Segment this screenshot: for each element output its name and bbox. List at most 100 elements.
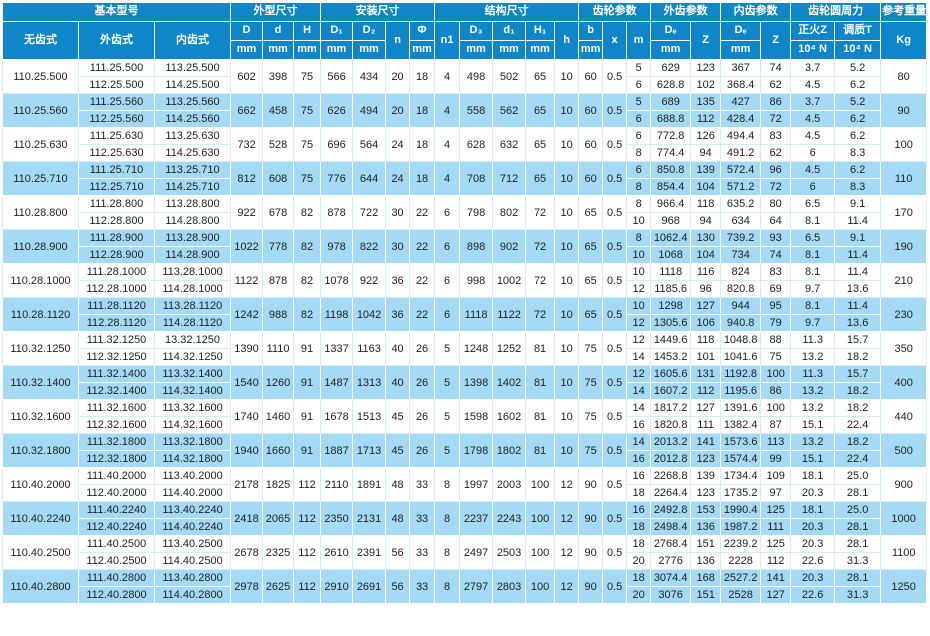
cell-model-external: 111.40.2000 [78,467,155,485]
cell-row-value: 18 [626,569,652,587]
cell-row-value: 6 [626,76,652,94]
cell-row-value: 427 [720,93,762,111]
cell-row-value: 6 [790,144,836,162]
cell-shared-value: 90 [578,467,604,502]
cell-row-value: 1987.2 [720,518,762,536]
cell-row-value: 10 [626,263,652,281]
cell-row-value: 1062.4 [650,229,692,247]
cell-model-internal: 114.25.710 [153,178,232,196]
cell-row-value: 13.2 [790,382,836,400]
cell-row-value: 111 [690,416,722,434]
cell-shared-value: 60 [578,59,604,94]
cell-row-value: 8 [626,229,652,247]
cell-model-internal: 114.40.2240 [153,518,232,536]
cell-shared-value: 0.5 [602,331,628,366]
cell-row-value: 113 [760,433,792,451]
cell-row-value: 20.3 [790,535,836,553]
table-header: 基本型号 外型尺寸 安装尺寸 结构尺寸 齿轮参数 外齿参数 内齿参数 齿轮圆周力 参考重量 无齿式… [1,2,928,60]
cell-row-value: 572.4 [720,161,762,179]
cell-row-value: 494.4 [720,127,762,145]
cell-row-value: 72 [760,110,792,128]
column-group-header: 齿轮参数 [578,2,652,22]
cell-shared-value: 562 [492,93,527,128]
cell-shared-value: 20 [385,93,411,128]
cell-shared-value: 1891 [352,467,387,502]
cell-model-internal: 113.25.710 [153,161,232,179]
cell-shared-value: 2003 [492,467,527,502]
cell-row-value: 3076 [650,586,692,604]
cell-row-value: 16 [626,501,652,519]
cell-shared-value: 75 [293,127,322,162]
cell-row-value: 12 [626,365,652,383]
cell-weight: 210 [880,263,928,298]
cell-model-internal: 114.32.1250 [153,348,232,366]
cell-shared-value: 10 [554,229,580,264]
cell-row-value: 139 [690,161,722,179]
cell-row-value: 18 [626,535,652,553]
cell-model-external: 112.25.560 [78,110,155,128]
cell-model-external: 111.40.2500 [78,535,155,553]
cell-shared-value: 798 [459,195,494,230]
cell-model-external: 112.28.1120 [78,314,155,332]
cell-shared-value: 12 [554,467,580,502]
cell-row-value: 18.2 [834,433,882,451]
column-group-header: 安装尺寸 [320,2,436,22]
column-group-header: 外齿参数 [650,2,722,22]
cell-shared-value: 2065 [262,501,295,536]
cell-row-value: 15.7 [834,331,882,349]
column-unit: mm [352,40,387,60]
cell-shared-value: 82 [293,195,322,230]
column-header: D₃ [459,21,494,41]
cell-shared-value: 822 [352,229,387,264]
cell-row-value: 79 [760,314,792,332]
cell-shared-value: 24 [385,127,411,162]
cell-model-internal: 114.32.1400 [153,382,232,400]
cell-shared-value: 82 [293,229,322,264]
column-header: d₁ [492,21,527,41]
column-unit: mm [492,40,527,60]
cell-row-value: 428.4 [720,110,762,128]
cell-shared-value: 2243 [492,501,527,536]
cell-model-internal: 113.28.900 [153,229,232,247]
cell-row-value: 72 [760,178,792,196]
cell-shared-value: 608 [262,161,295,196]
cell-shared-value: 33 [409,569,436,604]
cell-shared-value: 398 [262,59,295,94]
cell-row-value: 13.2 [790,399,836,417]
cell-model-external: 112.25.500 [78,76,155,94]
cell-row-value: 101 [690,348,722,366]
cell-shared-value: 10 [554,93,580,128]
column-header: x [602,21,628,60]
cell-shared-value: 776 [320,161,354,196]
cell-shared-value: 8 [434,535,461,570]
cell-row-value: 944 [720,297,762,315]
column-unit: mm [720,40,762,60]
cell-model-toothless: 110.25.560 [2,93,79,128]
cell-shared-value: 30 [385,229,411,264]
cell-shared-value: 60 [578,127,604,162]
cell-row-value: 628.8 [650,76,692,94]
cell-shared-value: 566 [320,59,354,94]
cell-row-value: 62 [760,76,792,94]
cell-row-value: 2498.4 [650,518,692,536]
cell-shared-value: 1248 [459,331,494,366]
cell-weight: 400 [880,365,928,400]
cell-row-value: 1382.4 [720,416,762,434]
cell-model-toothless: 110.40.2240 [2,501,79,536]
cell-shared-value: 1598 [459,399,494,434]
cell-shared-value: 81 [525,331,556,366]
cell-row-value: 8 [626,178,652,196]
cell-weight: 1250 [880,569,928,604]
cell-shared-value: 0.5 [602,433,628,468]
cell-shared-value: 90 [578,569,604,604]
cell-shared-value: 1242 [230,297,264,332]
cell-shared-value: 1002 [492,263,527,298]
cell-row-value: 87 [760,416,792,434]
cell-shared-value: 602 [230,59,264,94]
cell-model-internal: 114.40.2500 [153,552,232,570]
cell-shared-value: 65 [578,195,604,230]
column-group-header: 结构尺寸 [434,2,580,22]
cell-model-external: 112.28.900 [78,246,155,264]
cell-shared-value: 1313 [352,365,387,400]
cell-shared-value: 1118 [459,297,494,332]
